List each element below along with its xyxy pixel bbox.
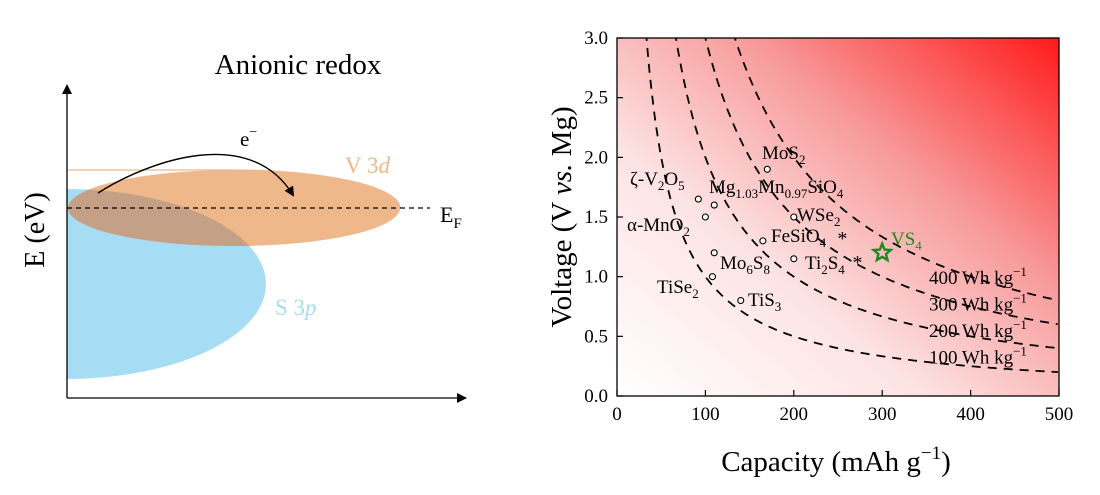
point-mg103mn097sio4 [710, 201, 718, 209]
energy-density-label-100: 100 Wh kg−1 [929, 343, 1027, 368]
label-mno2: α-MnO2 [627, 215, 690, 239]
x-tick-label: 400 [956, 404, 985, 425]
y-tick-label: 0.5 [584, 326, 608, 347]
point-ti2s4 [790, 255, 798, 263]
y-tick-label: 1.5 [584, 207, 608, 228]
x-tick-label: 500 [1045, 404, 1074, 425]
energy-axis-label: E (eV) [20, 192, 51, 267]
y-tick-label: 1.0 [584, 267, 608, 288]
energy-density-label-200: 200 Wh kg−1 [929, 317, 1027, 342]
asterisk-marker: * [852, 252, 862, 274]
x-axis-label: Capacity (mAh g−1) [721, 443, 951, 478]
energy-density-curve-100 [645, 38, 1058, 373]
v3d-upper-outline [68, 169, 401, 209]
label-wse2: WSe2 [797, 205, 840, 229]
electron-label: e− [240, 125, 257, 151]
point-v2o5 [694, 195, 702, 203]
point-mo6s8 [710, 249, 718, 257]
label-mgmnsio4: Mg1.03Mn0.97SiO4 [709, 177, 844, 201]
energy-density-curve-400 [733, 38, 1059, 302]
x-tick-label: 0 [612, 404, 622, 425]
x-tick-label: 100 [691, 404, 720, 425]
point-fesio4 [759, 237, 767, 245]
y-tick-label: 2.5 [584, 88, 608, 109]
energy-density-label-400: 400 Wh kg−1 [929, 264, 1027, 289]
point-mos2 [763, 165, 771, 173]
energy-density-curve-300 [704, 38, 1058, 326]
label-v2o5: ζ-V2O5 [630, 169, 685, 193]
label-fesio4: FeSiO4 [771, 226, 827, 250]
s3p-label: S 3p [275, 295, 317, 320]
band-diagram: Anionic redox E (eV) EF e− V 3d S 3p [0, 49, 467, 403]
fermi-level-label: EF [440, 202, 462, 232]
y-tick-label: 0.0 [584, 386, 608, 407]
electron-transfer-arrow [97, 153, 295, 197]
point-tise2 [708, 273, 717, 281]
label-tise2: TiSe2 [657, 277, 699, 301]
energy-density-gradient [617, 38, 1059, 396]
point-tis3 [737, 296, 745, 305]
x-tick-label: 200 [780, 404, 809, 425]
asterisk-marker: * [837, 228, 847, 250]
point-vs4 [870, 240, 894, 263]
y-tick-label: 3.0 [584, 28, 608, 49]
y-axis-label: Voltage (V vs. Mg) [546, 106, 578, 327]
energy-density-label-300: 300 Wh kg−1 [929, 290, 1027, 315]
label-mo6s8: Mo6S8 [720, 253, 770, 277]
point-wse2 [790, 213, 798, 221]
voltage-capacity-chart: MoS2 ζ-V2O5 Mg1.03Mn0.97SiO4 α-MnO2 WSe2… [546, 28, 1073, 478]
v3d-label: V 3d [345, 153, 390, 178]
label-mos2: MoS2 [762, 143, 805, 167]
x-tick-label: 300 [868, 404, 897, 425]
diagram-title: Anionic redox [215, 49, 382, 81]
point-mno2 [701, 213, 709, 221]
y-tick-label: 2.0 [584, 147, 608, 168]
